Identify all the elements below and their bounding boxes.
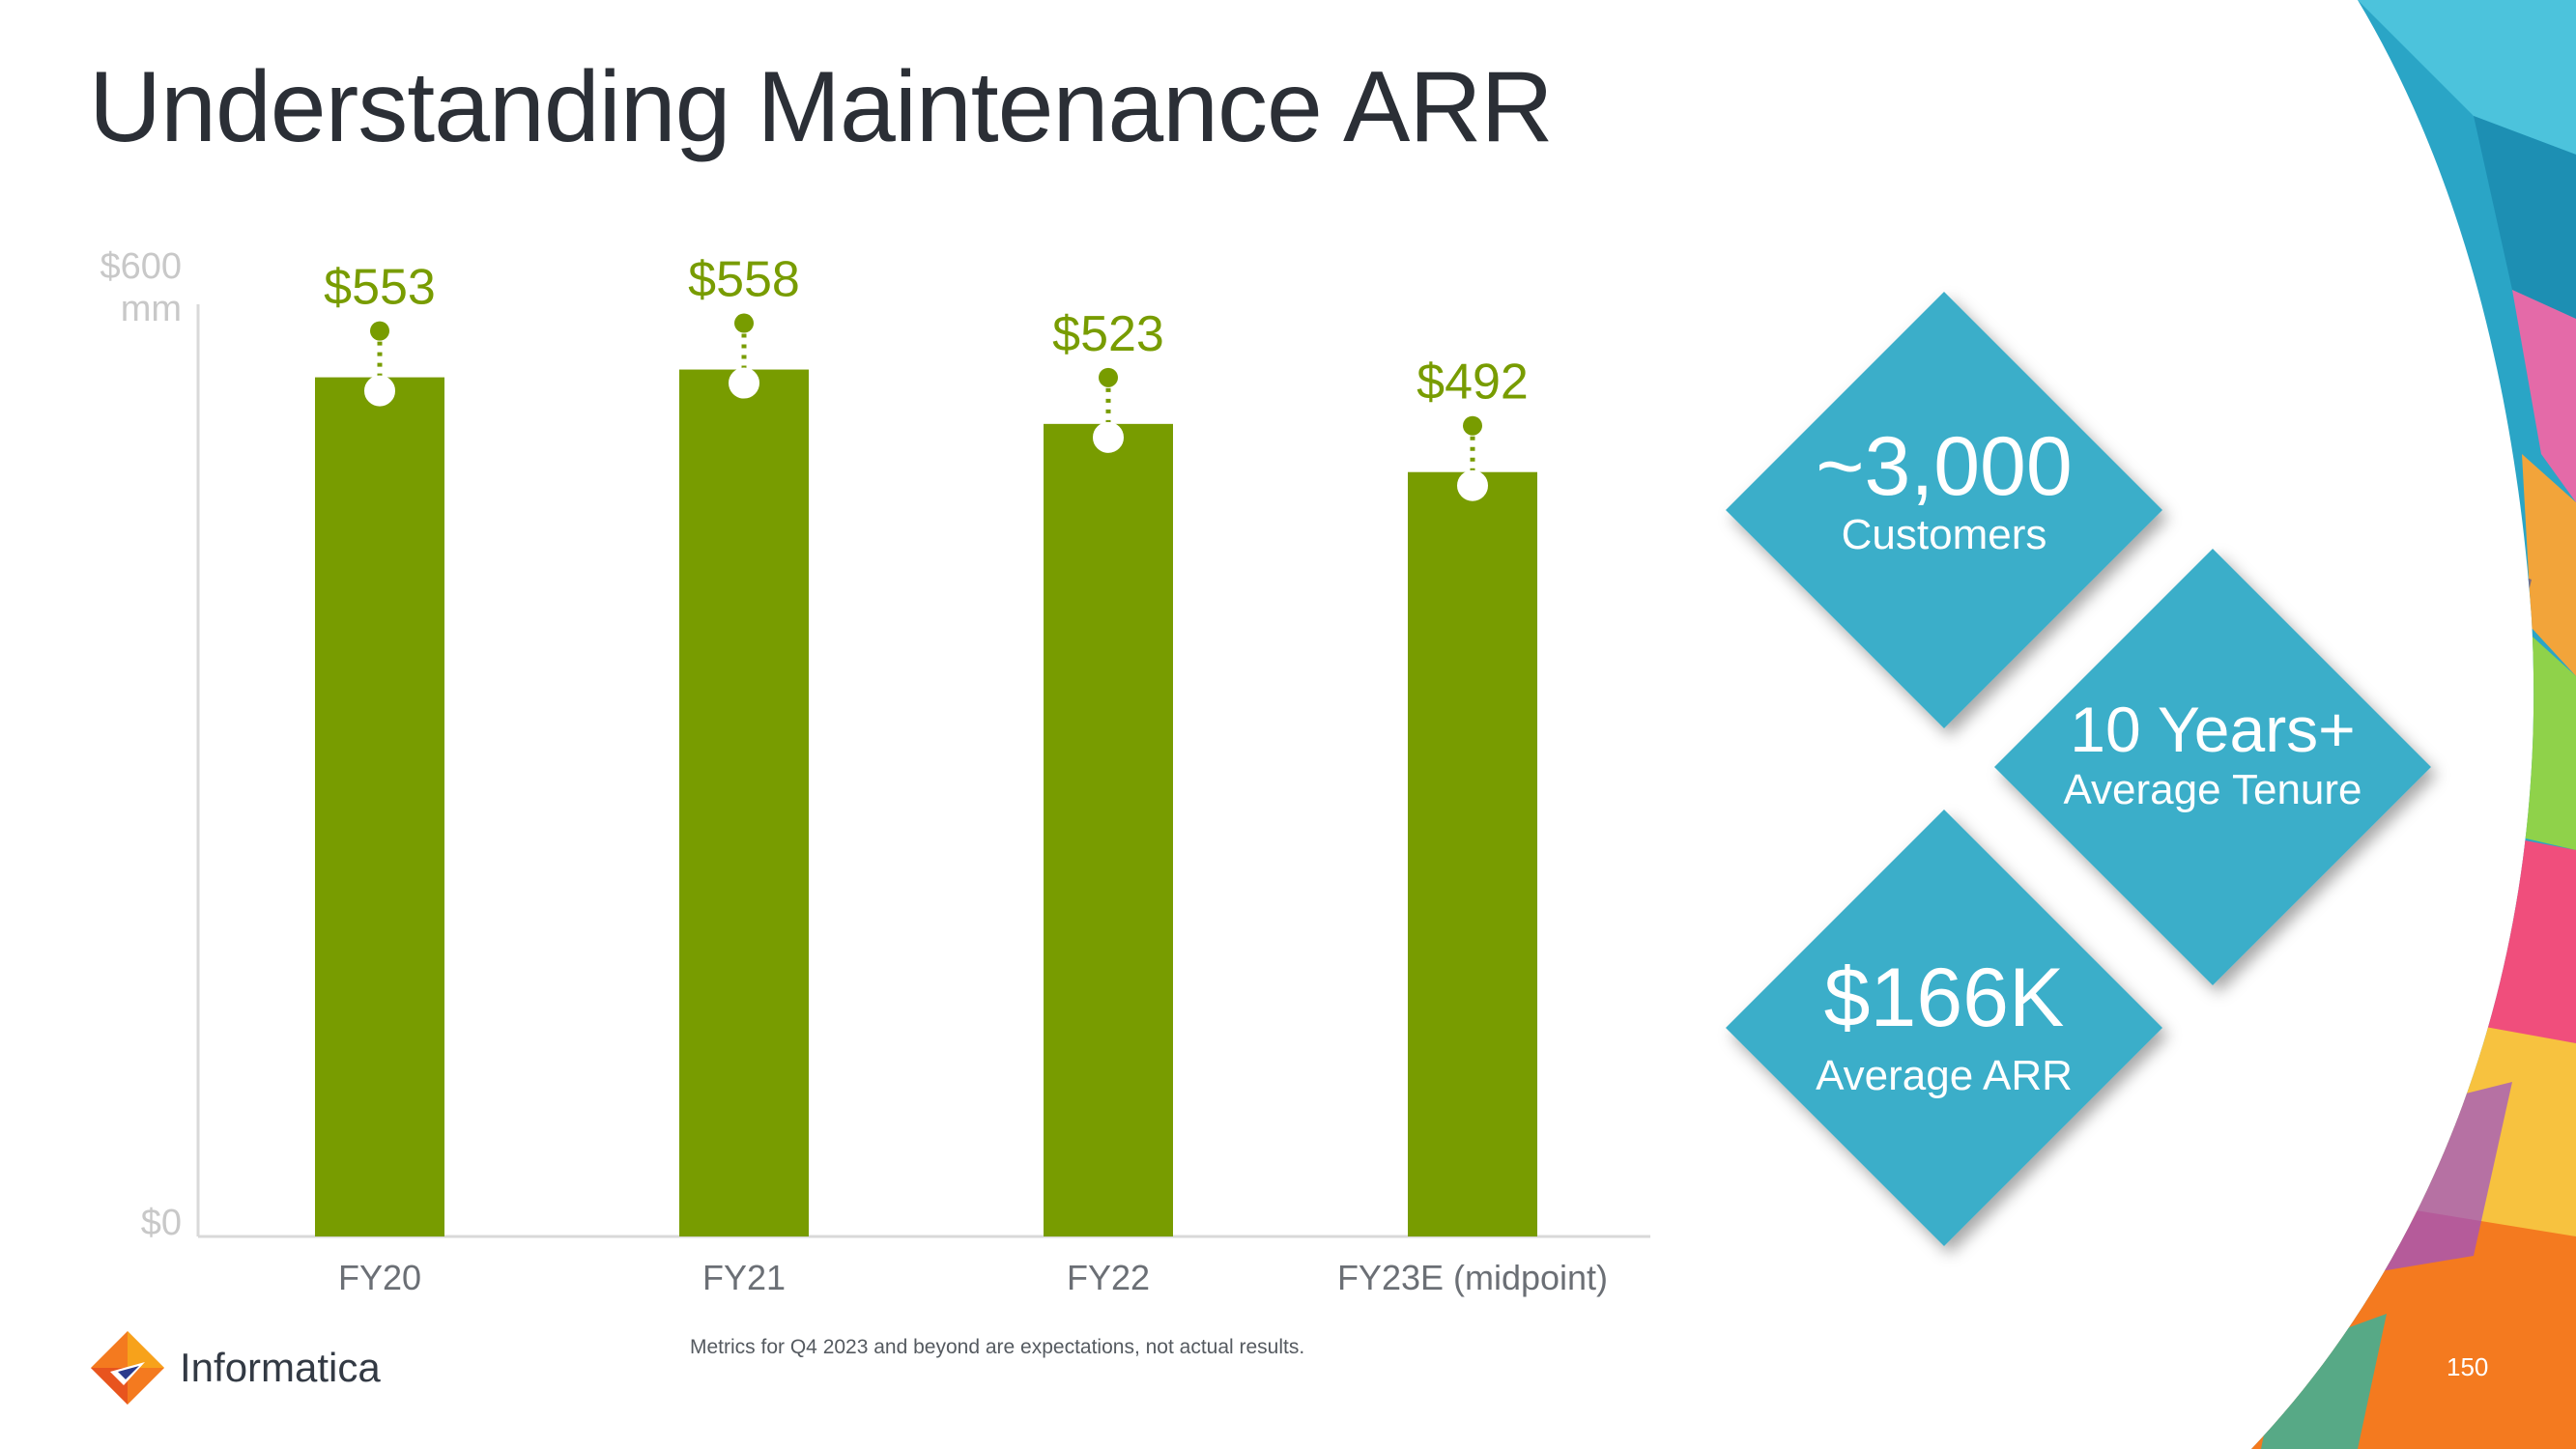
metric-tenure: 10 Years+ Average Tenure xyxy=(2019,697,2406,813)
metric-average-arr: $166K Average ARR xyxy=(1809,956,2079,1099)
bar xyxy=(315,377,444,1236)
metric-customers: ~3,000 Customers xyxy=(1751,425,2137,558)
page-number: 150 xyxy=(2447,1352,2489,1381)
metric-average-arr-value: $166K xyxy=(1823,952,2065,1044)
bar xyxy=(1408,471,1537,1236)
data-marker-ring xyxy=(1093,421,1124,453)
x-tick-label: FY23E (midpoint) xyxy=(1337,1258,1608,1297)
metric-tenure-label: Average Tenure xyxy=(2063,766,2362,813)
diamond-customers xyxy=(1726,292,2162,728)
data-marker-dot xyxy=(1099,367,1118,387)
data-marker-ring xyxy=(1457,469,1488,501)
page-title: Understanding Maintenance ARR xyxy=(89,51,1554,163)
data-label: $492 xyxy=(1417,355,1529,411)
bar xyxy=(1044,423,1173,1236)
data-marker-ring xyxy=(729,367,759,399)
data-marker-dot xyxy=(370,321,389,341)
data-marker-ring xyxy=(364,375,395,407)
data-label: $523 xyxy=(1052,306,1164,362)
x-tick-label: FY22 xyxy=(1067,1258,1150,1297)
metric-customers-label: Customers xyxy=(1841,511,2047,558)
metric-average-arr-label: Average ARR xyxy=(1816,1052,2073,1099)
footnote: Metrics for Q4 2023 and beyond are expec… xyxy=(690,1336,1305,1358)
diamond-average-arr xyxy=(1726,810,2162,1246)
metric-tenure-value: 10 Years+ xyxy=(2070,694,2356,765)
data-label: $558 xyxy=(688,252,800,308)
x-tick-label: FY21 xyxy=(702,1258,786,1297)
y-tick-label-max: $600 mm xyxy=(100,246,182,329)
data-label: $553 xyxy=(324,260,436,316)
metric-customers-value: ~3,000 xyxy=(1816,420,2073,513)
bar xyxy=(679,369,809,1236)
data-marker-dot xyxy=(734,313,754,333)
x-tick-label: FY20 xyxy=(338,1258,421,1297)
diamond-tenure xyxy=(1994,549,2431,985)
brand-name: Informatica xyxy=(180,1345,381,1390)
informatica-logo-icon xyxy=(91,1331,164,1405)
informatica-logo: Informatica xyxy=(89,1329,381,1406)
y-tick-label-min: $0 xyxy=(141,1203,182,1243)
data-marker-dot xyxy=(1463,415,1482,436)
